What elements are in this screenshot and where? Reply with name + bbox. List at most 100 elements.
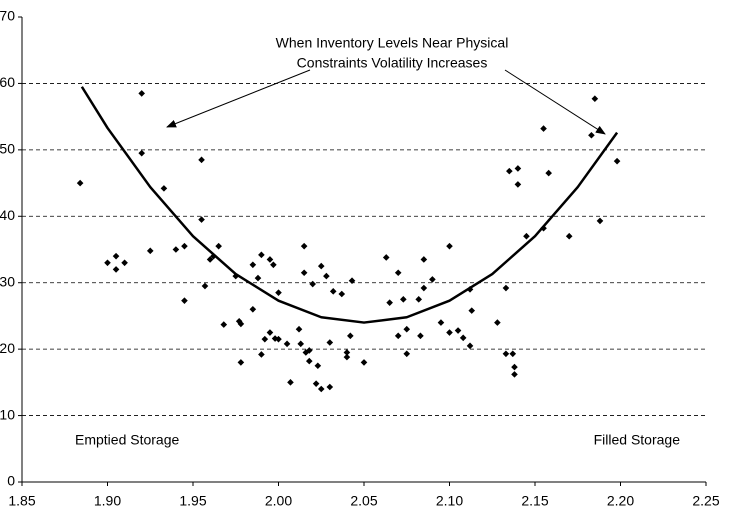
scatter-point (502, 350, 510, 358)
scatter-point (326, 383, 334, 391)
scatter-point (104, 259, 111, 267)
scatter-point (514, 181, 522, 188)
scatter-point (420, 256, 428, 263)
scatter-point (591, 95, 599, 103)
scatter-point (509, 350, 517, 358)
scatter-point (348, 277, 356, 285)
scatter-point (565, 232, 573, 240)
y-tick-label: 60 (0, 74, 15, 90)
scatter-point (235, 317, 243, 325)
scatter-point (468, 307, 476, 314)
x-tick-label: 1.85 (8, 493, 35, 509)
scatter-point (314, 362, 322, 370)
scatter-point (309, 280, 316, 288)
region-label: Filled Storage (594, 432, 681, 448)
scatter-point (417, 332, 424, 340)
scatter-point (506, 167, 513, 175)
scatter-point (386, 299, 393, 306)
scatter-point (420, 284, 428, 292)
scatter-point (347, 332, 354, 340)
y-tick-label: 50 (0, 141, 15, 157)
scatter-point (415, 296, 423, 303)
x-tick-label: 1.95 (179, 493, 206, 509)
x-tick-label: 2.15 (521, 493, 548, 509)
x-tick-label: 2.10 (436, 493, 463, 509)
scatter-point (305, 347, 313, 354)
scatter-point (258, 251, 265, 259)
scatter-point (76, 179, 84, 187)
scatter-point (429, 276, 436, 283)
scatter-point (494, 319, 501, 326)
scatter-point (266, 256, 274, 263)
x-tick-label: 2.05 (350, 493, 377, 509)
scatter-point (523, 232, 530, 240)
scatter-point (220, 321, 228, 328)
scatter-point (514, 165, 522, 172)
scatter-point (540, 125, 547, 132)
scatter-point (394, 332, 402, 340)
scatter-point (287, 379, 294, 386)
x-tick-label: 1.90 (94, 493, 121, 509)
y-tick-label: 0 (7, 473, 15, 489)
scatter-point (261, 335, 269, 343)
annotation-arrow (504, 69, 606, 135)
fit-curve (80, 86, 619, 324)
scatter-point (198, 216, 205, 223)
scatter-point (317, 262, 325, 270)
scatter-point (613, 157, 621, 165)
scatter-point (295, 325, 303, 333)
scatter-point (270, 261, 277, 269)
scatter-point (326, 339, 334, 346)
scatter-point (329, 288, 337, 295)
scatter-point (446, 329, 453, 336)
scatter-point (258, 351, 265, 358)
scatter-point (237, 359, 245, 366)
scatter-point (249, 261, 257, 269)
annotation: When Inventory Levels Near Physical (276, 35, 509, 51)
scatter-point (545, 169, 552, 177)
x-tick-label: 2.20 (607, 493, 634, 509)
y-tick-label: 70 (0, 8, 15, 24)
scatter-point (302, 349, 310, 356)
scatter-point (275, 335, 282, 343)
scatter-point (403, 325, 411, 333)
annotation-arrow (166, 69, 311, 128)
x-tick-label: 2.00 (265, 493, 292, 509)
scatter-point (437, 319, 445, 326)
scatter-point (588, 131, 595, 139)
scatter-point (112, 266, 120, 273)
x-tick-label: 2.25 (692, 493, 719, 509)
scatter-point (300, 269, 308, 277)
scatter-point (275, 289, 282, 296)
scatter-point (138, 90, 145, 97)
scatter-point (232, 272, 240, 280)
scatter-point (206, 256, 214, 263)
scatter-point (317, 385, 325, 393)
scatter-point (360, 359, 368, 366)
scatter-point (343, 349, 351, 356)
scatter-point (511, 363, 518, 371)
scatter-point (343, 353, 351, 361)
scatter-point (266, 329, 274, 336)
y-tick-label: 10 (0, 406, 15, 422)
scatter-point (511, 371, 518, 378)
scatter-point (237, 320, 245, 328)
scatter-point (283, 340, 291, 348)
y-tick-label: 20 (0, 340, 15, 356)
scatter-point (138, 149, 145, 157)
scatter-point (297, 340, 305, 348)
scatter-point (338, 290, 346, 298)
annotation: Constraints Volatility Increases (297, 55, 488, 71)
y-tick-label: 30 (0, 273, 15, 289)
scatter-point (172, 246, 180, 253)
scatter-point (446, 242, 453, 250)
scatter-point (146, 247, 154, 255)
scatter-point (181, 242, 188, 250)
scatter-point (596, 217, 604, 225)
scatter-point (459, 334, 467, 342)
scatter-point (198, 156, 205, 164)
scatter-point (382, 254, 390, 261)
scatter-point (215, 242, 222, 250)
scatter-point (502, 284, 510, 292)
